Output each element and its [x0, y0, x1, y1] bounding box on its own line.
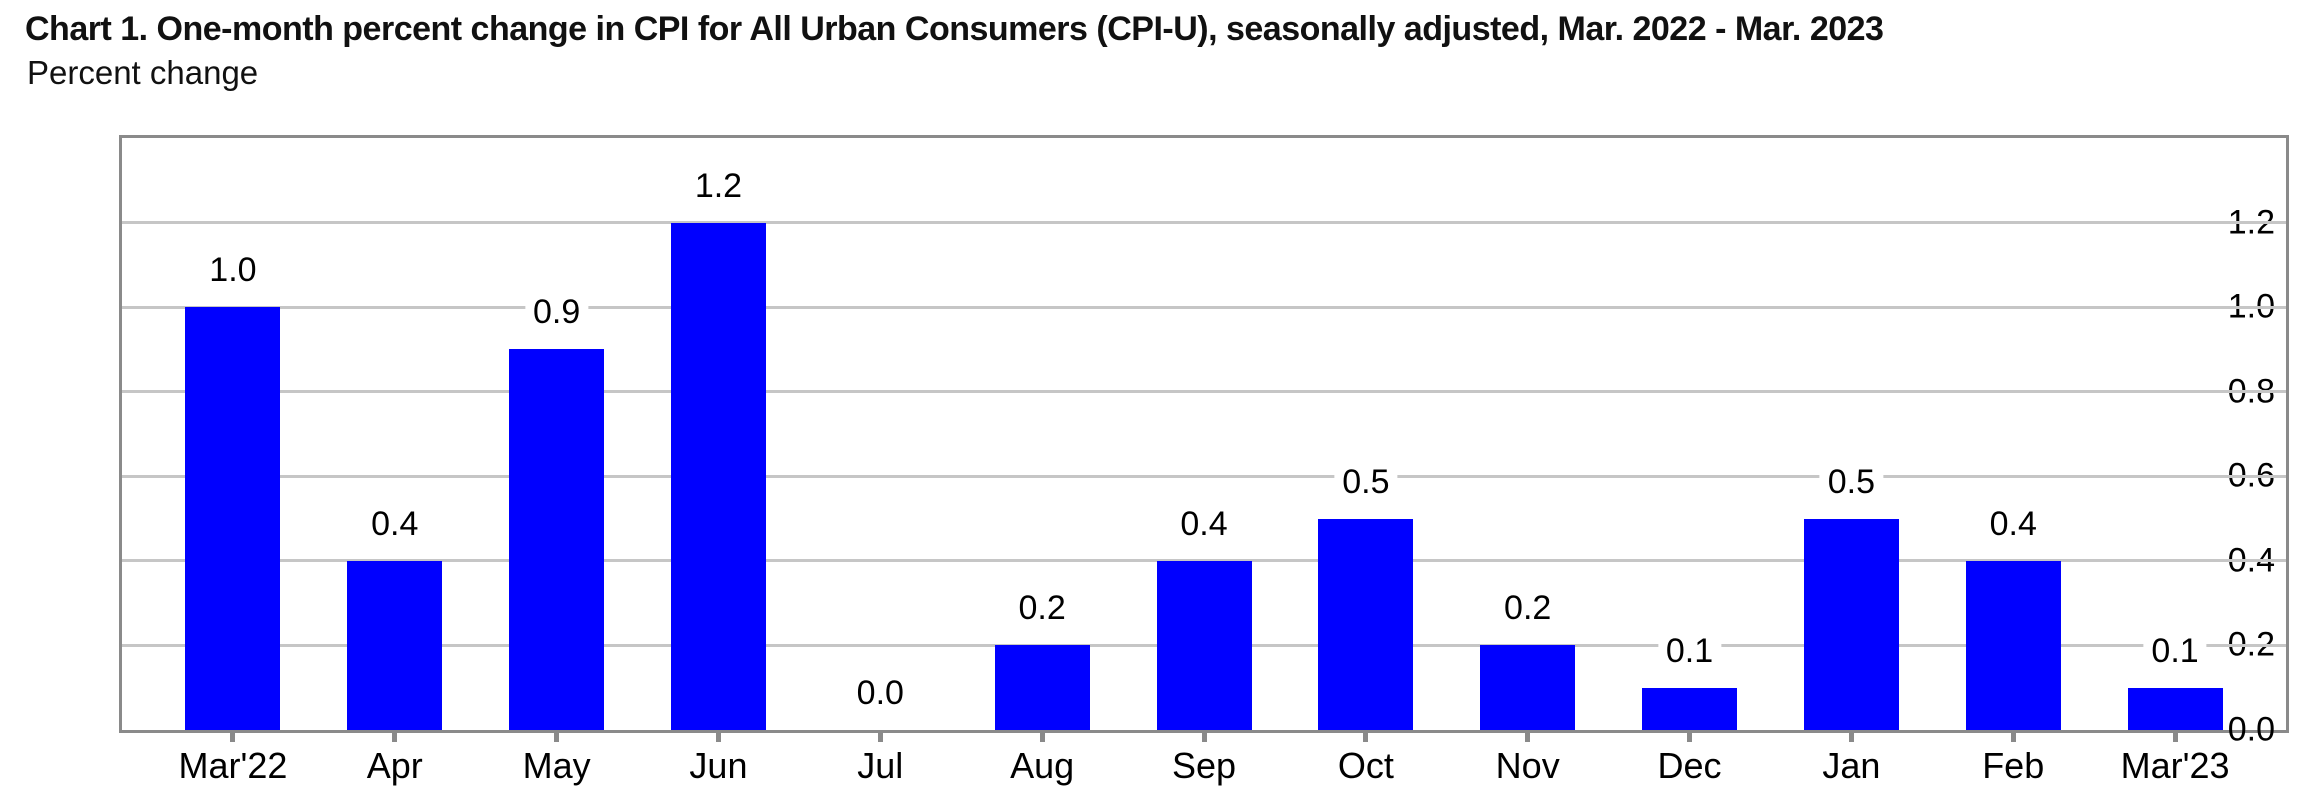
bar-value-label-May: 0.9 [524, 293, 589, 332]
bar-Mar'23 [2127, 687, 2223, 730]
chart-title: Chart 1. One-month percent change in CPI… [25, 10, 1884, 48]
bar-value-label-Dec: 0.1 [1657, 631, 1722, 670]
bar-Dec [1642, 687, 1738, 730]
bar-Nov [1480, 645, 1576, 730]
plot-region: 1.0 0.4 0.9 1.2 0.0 0.2 0.4 0.5 0.2 0.1 0.5 0.4 0.1 … [119, 135, 2319, 791]
gridline-0.8 [122, 390, 2286, 394]
x-tick-label-Apr: Apr [366, 745, 423, 786]
bar-Sep [1156, 560, 1252, 730]
bar-Aug [994, 645, 1090, 730]
y-tick-label-0.0: 0.0 [2227, 710, 2275, 749]
x-axis-tick-Mar'23 [2172, 733, 2178, 742]
gridline-1.2 [122, 221, 2286, 225]
x-tick-label-Mar'22: Mar'22 [178, 745, 288, 786]
x-tick-label-Dec: Dec [1657, 745, 1722, 786]
x-axis-tick-May [554, 733, 560, 742]
bar-value-label-Apr: 0.4 [363, 504, 427, 543]
x-tick-label-Mar'23: Mar'23 [2120, 745, 2230, 786]
bar-Oct [1318, 518, 1414, 730]
x-tick-label-Jun: Jun [689, 745, 748, 786]
bar-value-label-Mar'23: 0.1 [2143, 631, 2207, 670]
plot-area: 1.0 0.4 0.9 1.2 0.0 0.2 0.4 0.5 0.2 0.1 0.5 0.4 0.1 [119, 135, 2289, 733]
x-axis-tick-Apr [392, 733, 398, 742]
x-tick-label-Nov: Nov [1495, 745, 1560, 786]
bar-value-label-Jul: 0.0 [848, 674, 912, 712]
bar-value-label-Oct: 0.5 [1334, 462, 1398, 501]
x-axis-tick-Jun [715, 733, 721, 742]
x-axis-tick-Mar'22 [230, 733, 236, 742]
y-axis-unit-label: Percent change [27, 54, 259, 91]
x-tick-label-Oct: Oct [1337, 745, 1394, 786]
bar-value-label-Sep: 0.4 [1172, 504, 1236, 543]
x-tick-label-May: May [522, 745, 591, 786]
bar-value-label-Jan: 0.5 [1819, 462, 1884, 501]
bar-Jun [670, 222, 766, 730]
bar-Jan [1803, 518, 1899, 730]
x-axis-tick-Oct [1363, 733, 1369, 742]
bar-value-label-Mar'22: 1.0 [201, 251, 265, 290]
x-axis-tick-Jul [877, 733, 883, 742]
x-tick-label-Jul: Jul [857, 745, 904, 786]
x-axis-tick-Feb [2010, 733, 2016, 742]
gridline-1.0 [122, 305, 2286, 309]
x-tick-label-Aug: Aug [1010, 745, 1075, 786]
bar-Mar'22 [185, 307, 281, 730]
bar-Apr [347, 560, 443, 730]
bar-value-label-Nov: 0.2 [1496, 589, 1560, 628]
gridline-0.6 [122, 474, 2286, 478]
bar-value-label-Feb: 0.4 [1981, 504, 2045, 543]
x-axis-tick-Aug [1039, 733, 1045, 742]
x-tick-label-Jan: Jan [1822, 745, 1881, 786]
x-axis-tick-Dec [1687, 733, 1693, 742]
x-tick-label-Sep: Sep [1171, 745, 1237, 786]
bar-value-label-Aug: 0.2 [1010, 589, 1074, 628]
x-axis-tick-Jan [1848, 733, 1854, 742]
bar-value-label-Jun: 1.2 [686, 166, 751, 205]
x-tick-label-Feb: Feb [1982, 745, 2045, 786]
bar-May [509, 349, 605, 730]
x-axis-tick-Sep [1201, 733, 1207, 742]
bar-Feb [1965, 560, 2061, 730]
x-axis-tick-Nov [1525, 733, 1531, 742]
